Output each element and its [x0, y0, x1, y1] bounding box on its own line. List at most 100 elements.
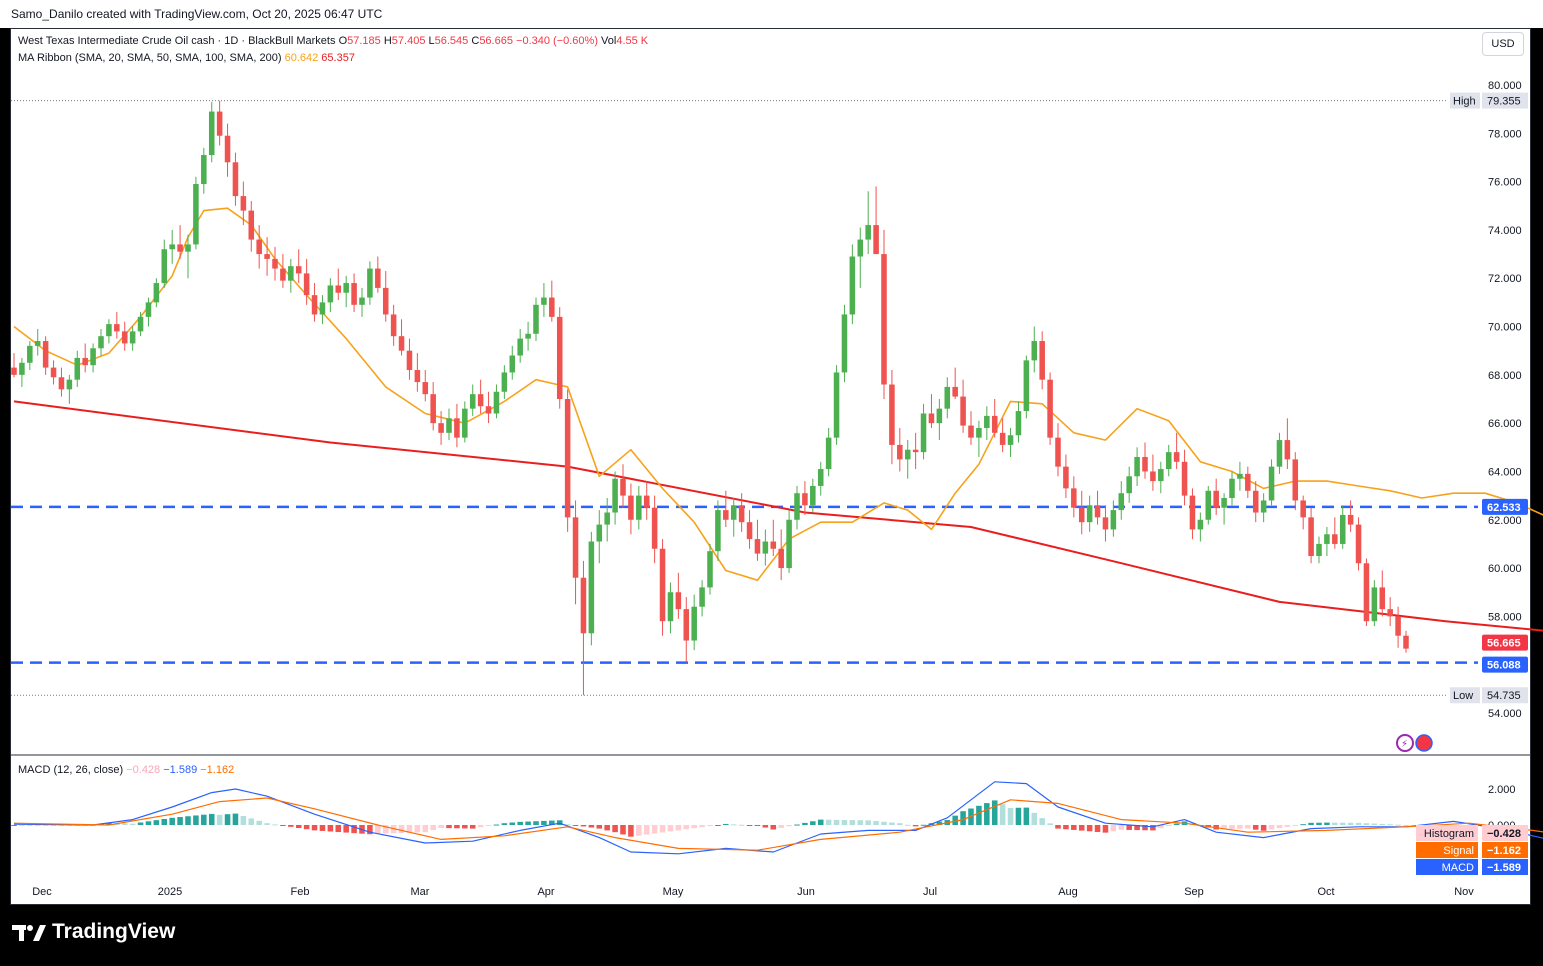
candle-body [58, 377, 65, 390]
signal-tag-value: −1.162 [1487, 845, 1521, 857]
low-value: 54.735 [1487, 690, 1521, 702]
x-tick-label: Dec [32, 886, 52, 898]
candle-body [1260, 500, 1267, 513]
candle-body [272, 258, 278, 269]
macd-histogram-bar [707, 825, 713, 827]
macd-histogram-bar [311, 825, 318, 831]
candle-body [944, 386, 951, 409]
macd-histogram-bar [1094, 825, 1101, 832]
symbol-legend: West Texas Intermediate Crude Oil cash ·… [18, 35, 648, 47]
low-value-bg [1482, 687, 1528, 704]
macd-histogram-bar [1395, 824, 1401, 826]
y-tick-label: 68.000 [1488, 370, 1522, 382]
macd-histogram-bar [295, 825, 302, 828]
currency-button[interactable]: USD [1482, 32, 1524, 56]
macd-histogram-bar [1165, 825, 1172, 826]
volume-value: 4.55 K [616, 35, 649, 47]
macd-histogram-bar [1142, 825, 1148, 831]
signal-tag-name: Signal [1443, 845, 1474, 857]
macd-histogram-bar [667, 825, 674, 832]
candle-body [1268, 466, 1275, 501]
macd-histogram-bar [382, 825, 389, 834]
macd-histogram-bar [564, 824, 571, 826]
candle-body [1055, 437, 1061, 467]
macd-histogram-bar [208, 813, 215, 825]
macd-histogram-bar [1007, 807, 1014, 825]
candle-body [185, 244, 191, 252]
macd-histogram-bar [533, 821, 539, 825]
macd-histogram-bar [1031, 812, 1038, 825]
macd-histogram-bar [620, 825, 626, 835]
candle-body [556, 316, 563, 399]
candle-body [327, 285, 334, 303]
candle-body [920, 413, 927, 453]
candle-body [1197, 519, 1204, 530]
macd-histogram-bar [810, 821, 816, 825]
candle-body [446, 418, 452, 433]
macd-histogram-bar [912, 825, 919, 827]
attribution-bar: Samo_Danilo created with TradingView.com… [0, 0, 1543, 28]
candle-body [675, 592, 682, 610]
macd-histogram-bar [596, 825, 603, 829]
candle-body [106, 324, 112, 337]
candle-body [477, 394, 484, 407]
candle-body [1158, 469, 1164, 482]
candle-body [42, 341, 49, 368]
macd-histogram-bar [1300, 824, 1306, 826]
candle-body [351, 283, 357, 305]
macd-histogram-bar [1134, 825, 1140, 831]
macd-histogram-bar [691, 825, 697, 829]
macd-histogram-bar [857, 820, 864, 825]
candle-body [1395, 616, 1401, 636]
macd-histogram-bar [1260, 825, 1267, 831]
candle-body [1165, 452, 1172, 470]
macd-histogram-bar [137, 822, 144, 825]
x-tick-label: Mar [411, 886, 430, 898]
macd-histogram-bar [1039, 818, 1045, 825]
candle-body [367, 268, 373, 298]
macd-histogram-bar [1023, 807, 1030, 825]
candle-body [501, 372, 508, 392]
y-tick-label: 66.000 [1488, 418, 1522, 430]
candle-body [873, 225, 879, 255]
macd-y-tick: 2.000 [1488, 784, 1516, 796]
candle-body [541, 297, 547, 305]
ma-ribbon-legend: MA Ribbon (SMA, 20, SMA, 50, SMA, 100, S… [18, 52, 355, 64]
ohlc-change: −0.340 (−0.60%) [516, 35, 598, 47]
histogram-tag-value-bg [1482, 825, 1528, 841]
candle-body [723, 510, 729, 520]
sma20-line [13, 207, 1543, 582]
candle-body [1237, 473, 1243, 479]
macd-histogram-bar [398, 825, 405, 833]
candle-body [628, 495, 634, 520]
macd-histogram-bar [952, 815, 958, 825]
candle-body [746, 522, 753, 540]
candle-body [817, 469, 824, 486]
candle-body [454, 418, 460, 438]
macd-histogram-bar [920, 824, 927, 826]
candle-body [691, 606, 697, 641]
sma200-line [13, 400, 1543, 632]
ma-value-2: 65.357 [321, 52, 355, 64]
volume-label: Vol [601, 35, 617, 47]
candle-body [770, 541, 777, 549]
candle-body [1118, 493, 1125, 511]
candle-body [659, 548, 666, 622]
candle-body [897, 444, 903, 460]
x-tick-label: May [663, 886, 684, 898]
candle-body [382, 287, 389, 315]
macd-histogram-bar [1102, 825, 1109, 833]
macd-histogram-bar [11, 825, 17, 826]
macd-histogram-bar [232, 813, 239, 825]
macd-histogram-bar [1284, 825, 1291, 827]
macd-histogram-bar [889, 822, 895, 825]
candle-body [1086, 505, 1093, 523]
candle-body [264, 254, 270, 259]
macd-histogram-bar [224, 814, 231, 825]
y-tick-label: 72.000 [1488, 273, 1522, 285]
macd-histogram-bar [1316, 822, 1322, 825]
macd-legend: MACD (12, 26, close) −0.428 −1.589 −1.16… [18, 764, 234, 776]
tradingview-logo[interactable]: TradingView [12, 920, 175, 944]
candle-body [643, 495, 650, 508]
